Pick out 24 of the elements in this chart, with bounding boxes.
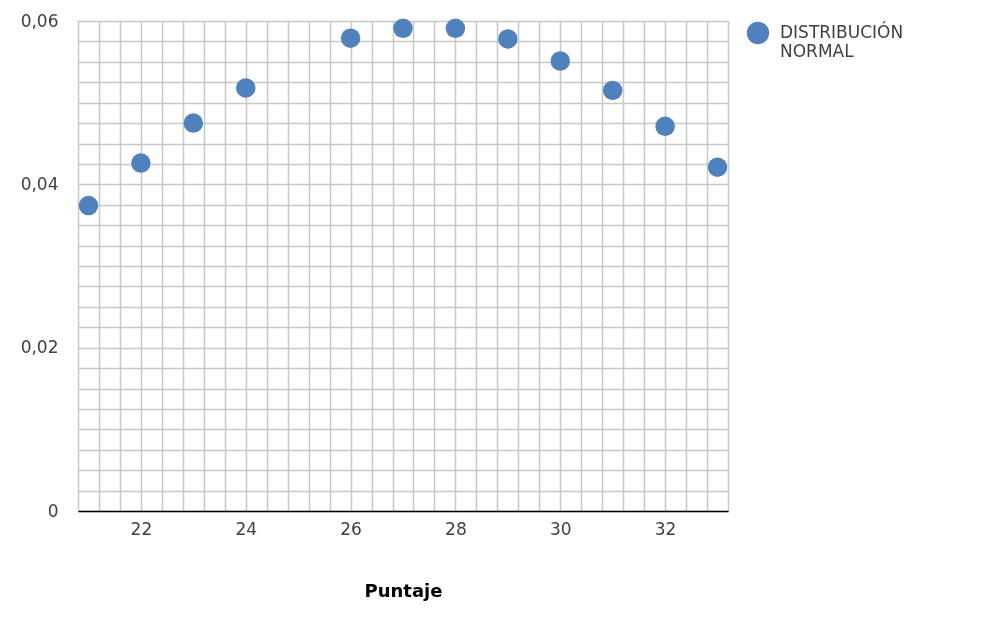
x-tick-label: 28 [445, 518, 467, 539]
x-axis-title: Puntaje [364, 579, 443, 601]
x-tick-label: 26 [340, 518, 362, 539]
point [707, 157, 728, 177]
point [550, 51, 571, 71]
point [235, 78, 256, 98]
point [131, 153, 151, 173]
x-tick-label: 30 [549, 518, 572, 539]
point [498, 29, 518, 49]
y-tick-label: 0 [47, 500, 59, 521]
point [655, 116, 675, 137]
point [78, 195, 99, 216]
x-tick-label: 24 [235, 518, 258, 539]
point [340, 28, 361, 48]
point [602, 80, 623, 101]
y-tick-label: 0,02 [20, 337, 59, 358]
point [445, 18, 466, 39]
legend-label: DISTRIBUCIÓN NORMAL [780, 21, 904, 61]
y-tick-label: 0,04 [20, 173, 59, 194]
point [183, 113, 204, 133]
point [393, 18, 413, 39]
x-tick-label: 32 [654, 518, 677, 539]
y-tick-label: 0,06 [20, 10, 59, 31]
x-tick-label: 22 [130, 518, 153, 539]
